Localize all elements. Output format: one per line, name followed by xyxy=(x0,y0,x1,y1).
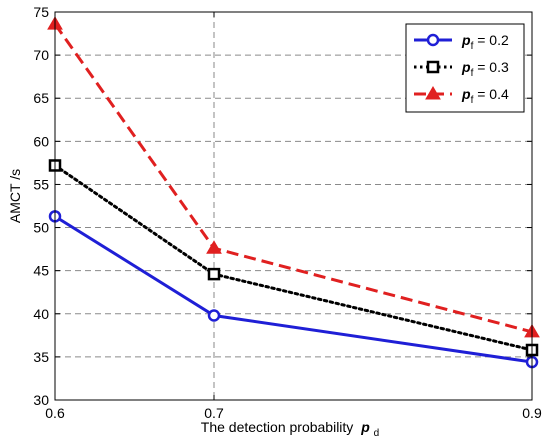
x-axis-label-symbol: p xyxy=(360,419,370,435)
series-1-point xyxy=(207,309,221,322)
legend-value: = 0.2 xyxy=(473,32,509,48)
legend-marker-1 xyxy=(426,33,440,47)
legend-subscript: f xyxy=(471,41,474,52)
legend-label-2: pf = 0.3 xyxy=(461,59,509,79)
legend-label-1: pf = 0.2 xyxy=(461,32,509,52)
x-tick-label: 0.7 xyxy=(204,405,224,421)
legend-symbol: p xyxy=(461,32,471,48)
y-tick-label: 40 xyxy=(33,306,49,322)
y-tick-label: 70 xyxy=(33,47,49,63)
series-2-point xyxy=(207,267,221,281)
y-tick-label: 30 xyxy=(33,392,49,408)
legend-symbol: p xyxy=(461,86,471,102)
legend-value: = 0.3 xyxy=(473,59,509,75)
series-line-1 xyxy=(54,215,533,364)
y-tick-label: 65 xyxy=(33,90,49,106)
plot-area-frame xyxy=(54,11,533,401)
legend-symbol: p xyxy=(461,59,471,75)
legend: pf = 0.2pf = 0.3pf = 0.4 xyxy=(405,23,525,113)
y-tick-label: 45 xyxy=(33,263,49,279)
legend-value: = 0.4 xyxy=(473,86,509,102)
y-tick-label: 35 xyxy=(33,349,49,365)
y-tick-label: 55 xyxy=(33,176,49,192)
y-axis-label: AMCT /s xyxy=(7,169,23,223)
x-axis-label-text: The detection probability xyxy=(201,419,354,435)
x-tick-label: 0.6 xyxy=(45,405,65,421)
series-3-point xyxy=(206,240,222,254)
y-tick-label: 60 xyxy=(33,133,49,149)
legend-label-3: pf = 0.4 xyxy=(461,86,509,106)
grid xyxy=(55,12,532,400)
x-tick-label: 0.9 xyxy=(522,405,542,421)
x-axis-label-subscript: d xyxy=(374,428,380,439)
x-axis-ticks: 0.6 0.7 0.9 xyxy=(45,12,542,421)
series-line-2 xyxy=(53,163,534,352)
y-axis-ticks: 30 35 40 45 50 55 60 65 70 75 xyxy=(33,4,532,408)
legend-subscript: f xyxy=(471,68,474,79)
x-axis-label: The detection probability p d xyxy=(201,419,379,439)
legend-marker-2 xyxy=(426,60,440,74)
legend-subscript: f xyxy=(471,95,474,106)
y-tick-label: 75 xyxy=(33,4,49,20)
y-tick-label: 50 xyxy=(33,220,49,236)
legend-marker-3 xyxy=(425,86,441,100)
